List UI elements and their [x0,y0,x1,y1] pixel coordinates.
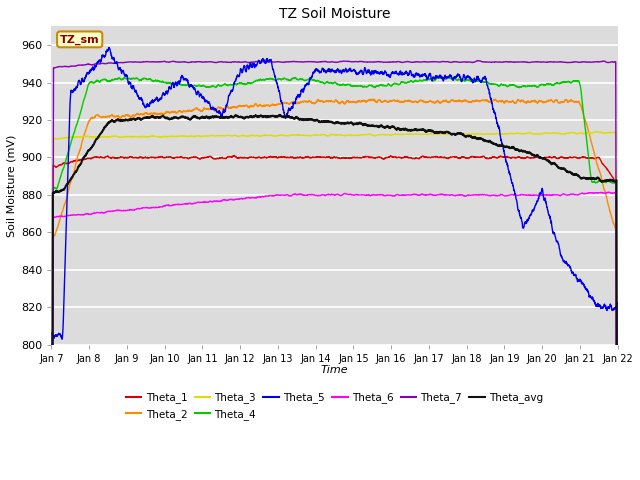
X-axis label: Time: Time [321,365,348,375]
Theta_5 [47,342,55,348]
Theta_4 [435,75,442,81]
Theta_6 [290,192,298,197]
Line: Theta_5: Theta_5 [51,48,618,345]
Theta_5 [459,75,467,81]
Theta_2 [369,96,376,102]
Line: Theta_4: Theta_4 [51,78,618,480]
Theta_3 [285,132,293,138]
Theta_1 [568,155,576,160]
Theta_4 [459,77,467,83]
Theta_7 [285,59,293,65]
Theta_3 [290,132,298,138]
Theta_7 [290,59,298,64]
Line: Theta_6: Theta_6 [51,192,618,480]
Line: Theta_2: Theta_2 [51,99,618,480]
Theta_4 [317,79,324,85]
Theta_5 [596,303,604,309]
Theta_6 [605,189,612,195]
Text: TZ_sm: TZ_sm [60,34,99,45]
Theta_6 [285,193,293,199]
Theta_avg [568,171,576,177]
Theta_5 [105,45,113,50]
Theta_5 [285,107,293,112]
Theta_3 [594,129,602,134]
Theta_1 [459,154,467,160]
Line: Theta_avg: Theta_avg [51,115,618,480]
Theta_6 [459,192,467,198]
Y-axis label: Soil Moisture (mV): Soil Moisture (mV) [7,134,17,237]
Theta_avg [285,114,293,120]
Theta_4 [285,77,293,83]
Theta_1 [285,155,293,160]
Theta_avg [276,112,284,118]
Theta_5 [614,342,621,348]
Theta_7 [459,59,467,65]
Line: Theta_3: Theta_3 [51,132,618,480]
Theta_avg [290,116,298,121]
Theta_2 [459,98,467,104]
Theta_2 [290,100,298,106]
Theta_3 [317,132,324,138]
Theta_1 [317,154,324,160]
Theta_7 [474,58,482,63]
Line: Theta_7: Theta_7 [51,60,618,480]
Theta_6 [568,192,576,197]
Legend: Theta_1, Theta_2, Theta_3, Theta_4, Theta_5, Theta_6, Theta_7, Theta_avg: Theta_1, Theta_2, Theta_3, Theta_4, Thet… [122,388,547,424]
Line: Theta_1: Theta_1 [51,156,618,480]
Theta_7 [568,60,576,65]
Theta_6 [596,190,604,195]
Title: TZ Soil Moisture: TZ Soil Moisture [279,7,390,21]
Theta_2 [568,98,576,104]
Theta_4 [568,79,576,84]
Theta_7 [317,59,324,65]
Theta_4 [290,75,298,81]
Theta_4 [596,178,604,184]
Theta_3 [568,130,576,135]
Theta_5 [290,101,298,107]
Theta_2 [285,101,293,107]
Theta_3 [459,131,467,137]
Theta_1 [596,157,604,163]
Theta_avg [459,132,467,137]
Theta_2 [317,98,324,104]
Theta_5 [568,270,576,276]
Theta_7 [596,59,604,65]
Theta_1 [290,155,298,161]
Theta_5 [317,69,324,75]
Theta_avg [317,119,324,125]
Theta_3 [596,129,604,135]
Theta_2 [596,171,604,177]
Theta_6 [317,192,324,198]
Theta_1 [230,153,238,158]
Theta_avg [596,178,604,183]
